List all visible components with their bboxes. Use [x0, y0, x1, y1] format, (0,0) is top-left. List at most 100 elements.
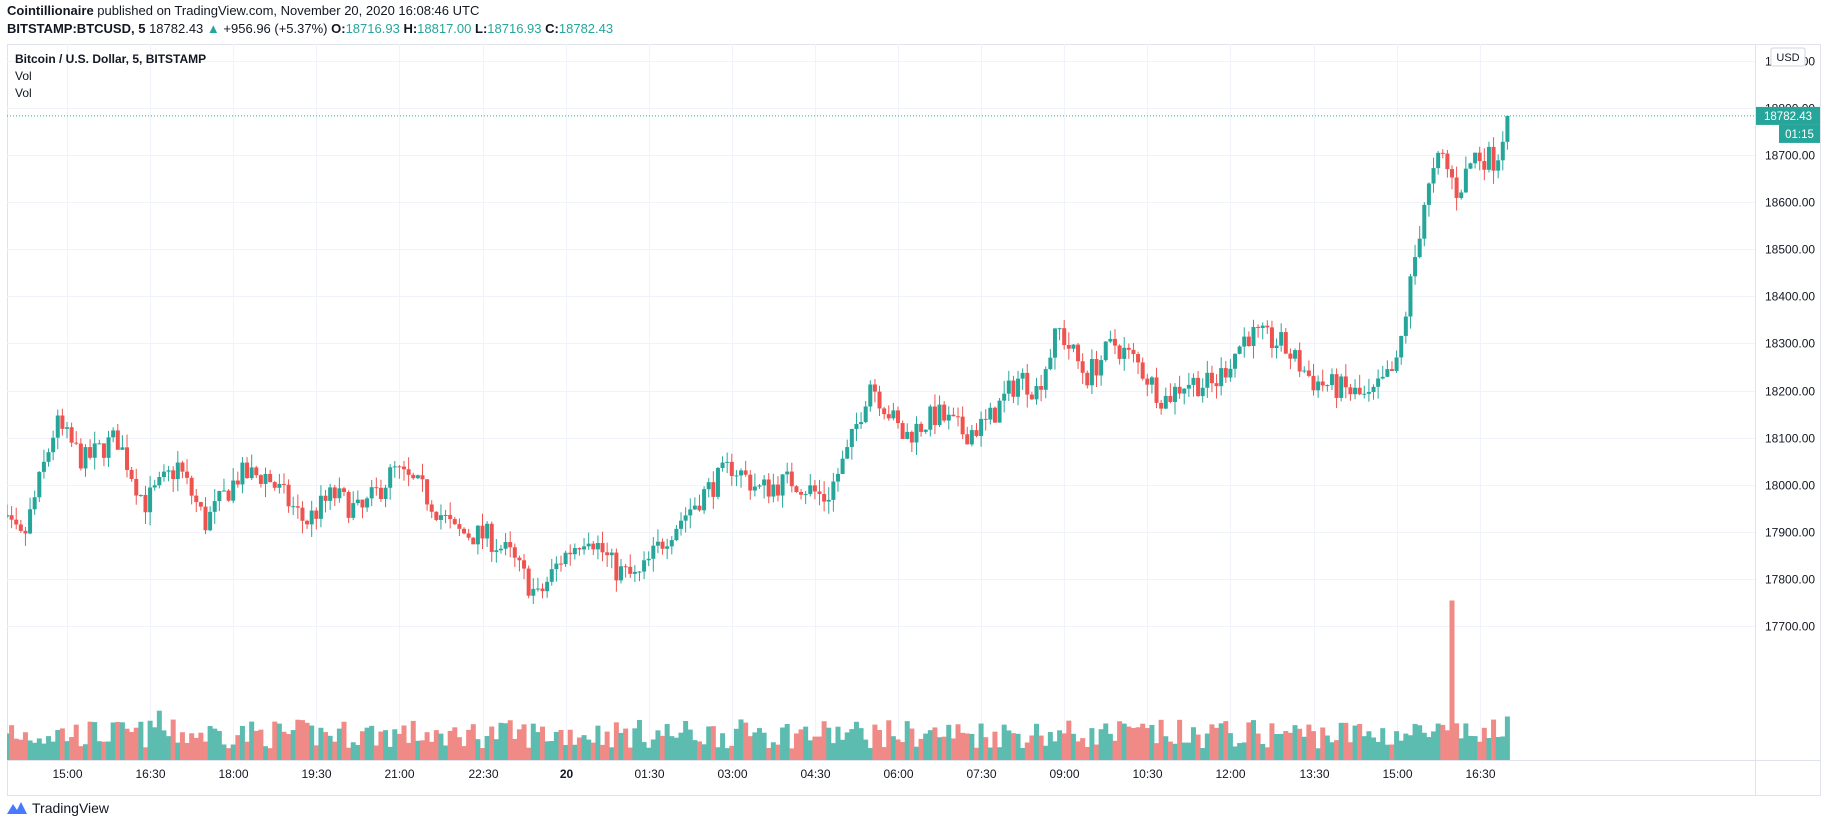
volume-bar	[92, 722, 98, 760]
candle-body	[1237, 346, 1242, 354]
candle-body	[138, 494, 143, 496]
volume-bar	[770, 742, 776, 760]
volume-bar	[216, 730, 222, 760]
candle-body	[97, 443, 102, 445]
volume-bar	[1320, 727, 1326, 760]
time-tick-label: 12:00	[1215, 767, 1245, 781]
last-price: 18782.43	[149, 21, 204, 36]
time-axis[interactable]: 15:00 16:30 18:00 19:30 21:00 22:30 20 01:30 03:…	[52, 767, 1495, 781]
volume-bar	[540, 726, 546, 760]
volume-bar	[1057, 730, 1063, 760]
volume-bar	[221, 744, 227, 760]
volume-bar	[1070, 733, 1076, 760]
volume-bar	[927, 730, 933, 760]
price-axis[interactable]: 17700.00 17800.00 17900.00 18000.00 18100.00…	[1765, 55, 1815, 634]
volume-bar	[1426, 737, 1432, 760]
tradingview-brand[interactable]: TradingView	[6, 800, 109, 816]
price-tick-label: 17700.00	[1765, 620, 1815, 634]
volume-bar	[1407, 735, 1413, 760]
volume-bar	[424, 732, 430, 760]
candle-body	[1422, 204, 1427, 239]
candle-body	[457, 524, 462, 529]
candle-body	[318, 495, 323, 519]
candle-body	[383, 487, 388, 499]
currency-label[interactable]: USD	[1776, 52, 1799, 64]
volume-bar	[1186, 742, 1192, 760]
candle-body	[480, 525, 485, 539]
volume-bar	[867, 748, 873, 760]
candle-body	[1329, 374, 1334, 386]
volume-bar	[512, 738, 518, 760]
volume-bar	[1398, 740, 1404, 760]
candle-body	[1136, 354, 1141, 363]
candle-body	[443, 515, 448, 517]
volume-bar	[198, 732, 204, 760]
volume-bar	[1334, 740, 1340, 760]
candle-body	[872, 384, 877, 392]
candle-body	[914, 423, 919, 443]
candle-body	[623, 566, 628, 568]
candle-body	[111, 430, 116, 438]
time-tick-label: 09:00	[1049, 767, 1079, 781]
candle-body	[692, 505, 697, 510]
legend-title: Bitcoin / U.S. Dollar, 5, BITSTAMP	[15, 52, 206, 66]
candle-body	[1233, 353, 1238, 369]
legend-volume-1[interactable]: Vol	[15, 69, 32, 83]
volume-bar	[493, 739, 499, 760]
candle-body	[1260, 325, 1265, 328]
chart-container[interactable]: 17700.00 17800.00 17900.00 18000.00 18100.00…	[0, 44, 1821, 796]
volume-bar	[636, 719, 642, 760]
candle-body	[240, 462, 245, 485]
volume-bar	[1338, 722, 1344, 760]
legend-volume-2[interactable]: Vol	[15, 86, 32, 100]
volume-bar	[563, 744, 569, 760]
candle-body	[37, 471, 42, 498]
candle-body	[1288, 353, 1293, 359]
candle-body	[46, 452, 51, 462]
volume-bar	[530, 723, 536, 760]
volume-bar	[359, 731, 365, 760]
candle-body	[535, 588, 540, 590]
price-chart[interactable]: 17700.00 17800.00 17900.00 18000.00 18100.00…	[0, 44, 1821, 796]
volume-bar	[480, 748, 485, 760]
volume-bar	[179, 732, 185, 760]
candle-body	[134, 478, 139, 496]
volume-bar	[1324, 735, 1330, 760]
volume-bar	[1412, 723, 1418, 760]
candle-body	[1468, 163, 1473, 169]
volume-bar	[913, 746, 919, 760]
open-label: O:	[331, 21, 346, 36]
volume-bar	[350, 742, 356, 760]
candle-body	[258, 475, 263, 484]
last-price-tag-text: 18782.43	[1764, 111, 1812, 123]
volume-bar	[267, 748, 273, 760]
volume-bar	[964, 733, 970, 760]
volume-bar	[1204, 733, 1210, 760]
volume-bar	[900, 742, 906, 760]
candle-body	[295, 506, 300, 508]
price-tick-label: 18300.00	[1765, 337, 1815, 351]
candle-body	[23, 530, 28, 534]
volume-bar	[1287, 732, 1293, 760]
candle-body	[503, 542, 508, 549]
countdown-tag-text: 01:15	[1785, 129, 1814, 141]
candle-body	[1311, 375, 1316, 391]
volume-bar	[1112, 740, 1118, 760]
candle-body	[1131, 349, 1136, 355]
time-tick-label: 15:00	[52, 767, 82, 781]
volume-bar	[1481, 727, 1487, 760]
volume-bar	[373, 745, 379, 760]
time-tick-label: 19:30	[301, 767, 331, 781]
publisher-name[interactable]: Cointillionaire	[7, 3, 94, 18]
volume-bar	[503, 723, 509, 760]
volume-bar	[1107, 733, 1113, 760]
currency-button[interactable]	[1770, 47, 1806, 67]
candle-body	[342, 488, 346, 493]
volume-bar	[193, 737, 199, 760]
candle-body	[558, 563, 563, 565]
volume-bar	[1038, 735, 1044, 760]
high-label: H:	[403, 21, 418, 36]
volume-bar	[166, 736, 172, 760]
candle-body	[1417, 238, 1422, 258]
volume-bar	[1347, 742, 1353, 760]
